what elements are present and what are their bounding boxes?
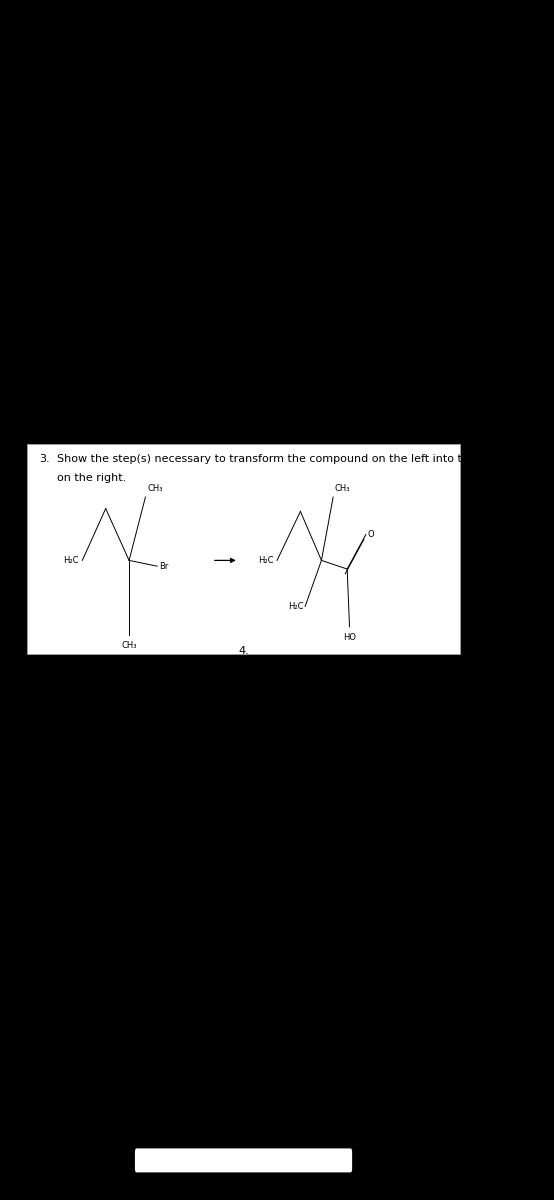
Text: HO: HO bbox=[343, 632, 356, 642]
Text: 3.: 3. bbox=[39, 454, 50, 463]
Text: H₂C: H₂C bbox=[259, 556, 274, 565]
Text: CH₃: CH₃ bbox=[335, 485, 350, 493]
Text: on the right.: on the right. bbox=[58, 473, 127, 482]
Text: H₂C: H₂C bbox=[63, 556, 79, 565]
Text: CH₃: CH₃ bbox=[147, 485, 163, 493]
Text: H₂C: H₂C bbox=[288, 602, 303, 611]
Text: 4.: 4. bbox=[238, 646, 249, 655]
Text: Show the step(s) necessary to transform the compound on the left into the acid: Show the step(s) necessary to transform … bbox=[58, 454, 503, 463]
Text: Br: Br bbox=[160, 562, 169, 571]
FancyBboxPatch shape bbox=[27, 444, 460, 654]
FancyBboxPatch shape bbox=[135, 1148, 352, 1172]
Text: CH₃: CH₃ bbox=[121, 641, 137, 650]
Text: O: O bbox=[367, 530, 374, 539]
